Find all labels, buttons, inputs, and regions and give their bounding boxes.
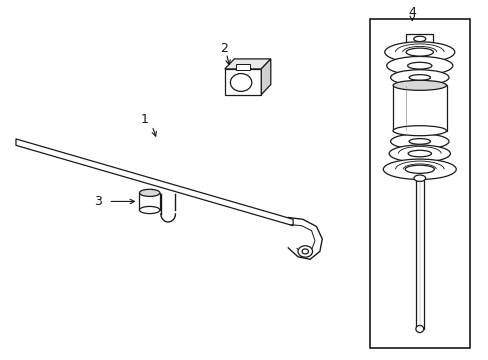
- Ellipse shape: [407, 62, 431, 69]
- Ellipse shape: [392, 126, 446, 136]
- Text: 1: 1: [141, 113, 148, 126]
- Text: 2: 2: [220, 42, 227, 55]
- Ellipse shape: [139, 189, 160, 197]
- Ellipse shape: [386, 57, 452, 75]
- Ellipse shape: [406, 48, 432, 56]
- Ellipse shape: [390, 70, 448, 85]
- Ellipse shape: [408, 139, 429, 144]
- Ellipse shape: [413, 175, 425, 181]
- Ellipse shape: [383, 159, 455, 180]
- Ellipse shape: [230, 73, 251, 91]
- Bar: [392, 85, 446, 131]
- Ellipse shape: [407, 150, 430, 157]
- Ellipse shape: [139, 206, 160, 213]
- Text: 3: 3: [94, 195, 102, 208]
- Bar: [139, 193, 160, 210]
- Ellipse shape: [415, 325, 423, 333]
- Bar: [415, 178, 423, 329]
- Ellipse shape: [405, 165, 433, 174]
- Ellipse shape: [302, 249, 308, 254]
- Ellipse shape: [408, 75, 429, 80]
- Polygon shape: [16, 139, 292, 226]
- Polygon shape: [261, 59, 270, 95]
- Ellipse shape: [384, 42, 454, 62]
- Ellipse shape: [392, 80, 446, 90]
- Bar: [406, 35, 432, 43]
- Bar: [235, 64, 250, 69]
- Bar: [224, 69, 261, 95]
- Text: 4: 4: [407, 6, 415, 19]
- Ellipse shape: [390, 134, 448, 149]
- Ellipse shape: [388, 145, 449, 162]
- Ellipse shape: [297, 246, 312, 257]
- Polygon shape: [224, 59, 270, 69]
- Ellipse shape: [413, 36, 425, 41]
- Bar: [369, 19, 468, 348]
